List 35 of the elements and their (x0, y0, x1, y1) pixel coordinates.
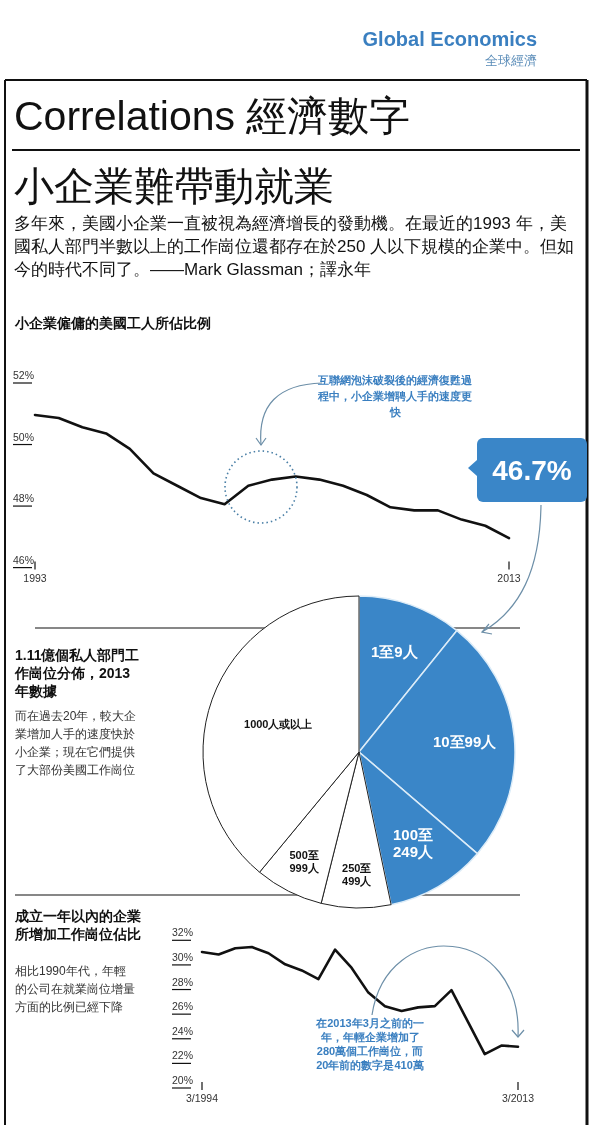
y-tick-label: 46% (13, 553, 35, 566)
slice-label: 250至499人 (342, 862, 373, 889)
text: 全球經濟 (485, 53, 537, 68)
x-tick-label: 2013 (497, 571, 521, 584)
slice-label: 100至249人 (392, 825, 435, 860)
y-tick-label: 48% (13, 492, 35, 505)
slice-label: 500至999人 (289, 849, 320, 876)
annotation: 互聯網泡沫破裂後的經濟復甦過程中，小企業增聘人手的速度更快 (317, 374, 473, 418)
text: Global Economics (362, 28, 537, 50)
slice-label: 1至9人 (370, 642, 419, 660)
slice-label: 1000人或以上 (244, 717, 313, 731)
y-tick-label: 52% (13, 369, 35, 381)
line-series (200, 945, 520, 1056)
text: 成立一年以內的企業所增加工作崗位佔比 (14, 908, 141, 942)
text: 多年來，美國小企業一直被視為經濟增長的發動機。在最近的1993 年，美國私人部門半數以上的工作崗位還都存在於250 人以下規模的企業中。但如今的時代不同了。——Mark Glassman；譯永年 (14, 214, 575, 279)
text: 而在過去20年，較大企業增加人手的速度快於小企業；現在它們提供了大部份美國工作崗位 (15, 709, 137, 777)
y-tick-label: 20% (172, 1074, 194, 1086)
data-label: 46.7% (492, 455, 572, 487)
chart-title: 小企業僱傭的美國工人所佔比例 (14, 315, 211, 331)
y-tick-label: 30% (172, 950, 194, 963)
text: 小企業難帶動就業 (14, 164, 334, 208)
slice-label: 10至99人 (432, 733, 498, 751)
y-tick-label: 26% (172, 1000, 194, 1013)
y-tick-label: 50% (13, 430, 35, 443)
y-tick-label: 24% (172, 1024, 194, 1037)
text: Correlations 經濟數字 (14, 93, 411, 139)
x-tick-label: 3/1994 (185, 1092, 219, 1104)
text: 1.11億個私人部門工作崗位分佈，2013年數據 (14, 647, 140, 699)
text: 相比1990年代，年輕的公司在就業崗位增量方面的比例已經下降 (15, 964, 135, 1014)
annotation: 在2013年3月之前的一年，年輕企業增加了280萬個工作崗位，而20年前的數字是410萬 (315, 1017, 424, 1072)
x-tick-label: 3/2013 (501, 1092, 535, 1104)
x-tick-label: 1993 (23, 571, 47, 584)
y-tick-label: 32% (172, 926, 194, 939)
y-tick-label: 22% (172, 1049, 194, 1062)
y-tick-label: 28% (172, 975, 194, 988)
